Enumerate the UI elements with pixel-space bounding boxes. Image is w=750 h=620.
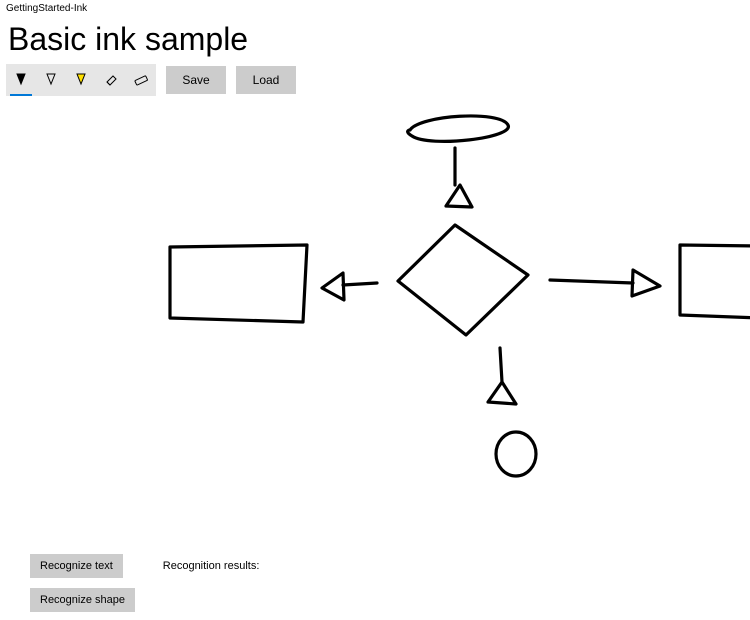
ink-toolbar [6, 64, 156, 96]
save-button[interactable]: Save [166, 66, 226, 94]
pen-black-icon [14, 72, 28, 88]
ruler-icon [133, 72, 149, 88]
pen-black-tool[interactable] [6, 64, 36, 96]
eraser-tool[interactable] [96, 64, 126, 96]
load-button[interactable]: Load [236, 66, 296, 94]
recognize-shape-button[interactable]: Recognize shape [30, 588, 135, 612]
recognition-results-label: Recognition results: [163, 560, 260, 572]
highlighter-icon [74, 72, 88, 88]
highlighter-tool[interactable] [66, 64, 96, 96]
ink-strokes [0, 100, 750, 540]
window-title: GettingStarted-Ink [0, 0, 750, 17]
pen-outline-tool[interactable] [36, 64, 66, 96]
page-title: Basic ink sample [0, 17, 750, 64]
ink-canvas[interactable] [0, 100, 750, 540]
toolbar: Save Load [0, 64, 750, 96]
pen-outline-icon [44, 72, 58, 88]
ruler-tool[interactable] [126, 64, 156, 96]
eraser-icon [103, 72, 119, 88]
bottom-panel: Recognize text Recognition results: Reco… [0, 548, 289, 620]
recognize-text-button[interactable]: Recognize text [30, 554, 123, 578]
